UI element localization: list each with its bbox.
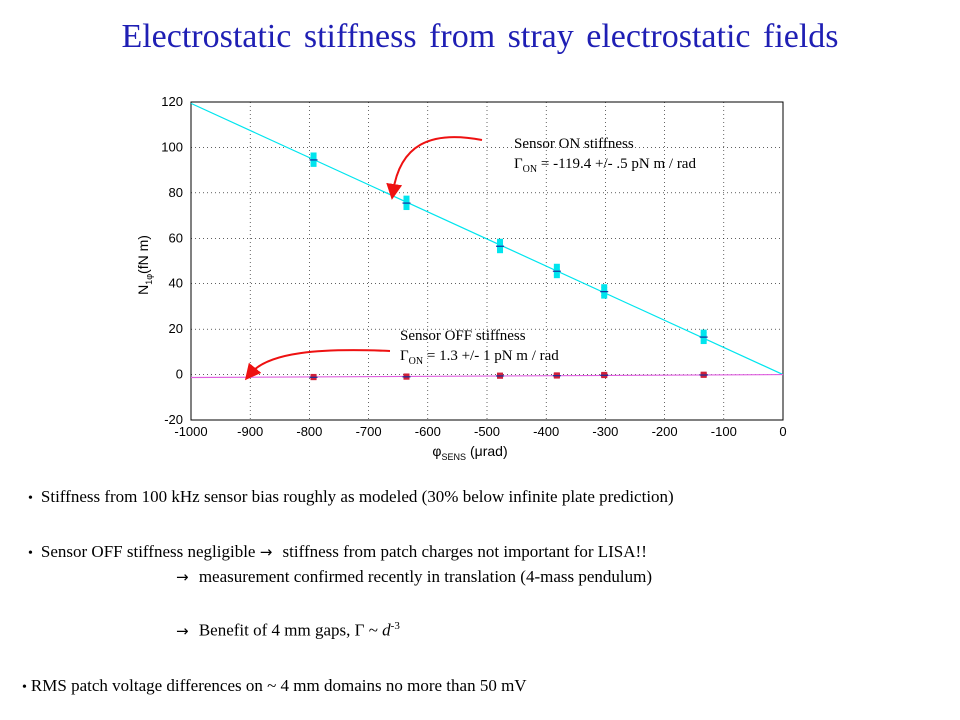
y-axis-label: N1φ(fN m) [135, 235, 154, 295]
sensor-off-annotation: Sensor OFF stiffness ΓON = 1.3 +/- 1 pN … [400, 326, 559, 372]
marker [601, 284, 608, 288]
marker [700, 337, 707, 342]
marker [700, 374, 707, 378]
fit-line [190, 102, 784, 376]
marker [601, 374, 608, 379]
x-tick-label: -500 [474, 424, 500, 439]
marker [700, 329, 707, 334]
x-axis-label: φSENS (μrad) [432, 443, 507, 462]
marker [553, 271, 560, 276]
xlabel-sub: SENS [441, 452, 466, 462]
marker [497, 238, 504, 243]
data-point [552, 263, 561, 279]
y-tick-label: 40 [169, 276, 183, 291]
data-point [309, 152, 318, 167]
data-points [309, 152, 708, 381]
y-tick-label: 120 [161, 94, 183, 109]
y-tick-label: 0 [176, 367, 183, 382]
ylabel-unit: (fN m) [135, 235, 151, 274]
data-point [496, 238, 505, 254]
bullet-2: • Sensor OFF stiffness negligible → stiff… [28, 542, 647, 561]
sensor-on-value: ΓON = -119.4 +/- .5 pN m / rad [514, 156, 696, 175]
bullet-3: • RMS patch voltage differences on ~ 4 mm… [22, 676, 527, 695]
data-point [496, 372, 505, 379]
grid [190, 101, 784, 421]
marker [403, 198, 410, 202]
stiffness-chart: -1000 -900 -800 -700 -600 -500 -400 -300 -200 -10… [135, 94, 787, 462]
x-tick-label: -200 [652, 424, 678, 439]
fit-line [190, 373, 784, 379]
marker [310, 160, 317, 165]
data-point [309, 373, 318, 381]
bullet-dot: • [22, 680, 27, 695]
y-tick-label: 80 [169, 185, 183, 200]
marker [310, 163, 317, 167]
x-tick-label: -400 [533, 424, 559, 439]
x-tick-label: -900 [237, 424, 263, 439]
marker [601, 286, 608, 291]
sensor-off-label: Sensor OFF stiffness [400, 328, 526, 344]
x-tick-label: -600 [415, 424, 441, 439]
x-tick-label: -700 [356, 424, 382, 439]
marker [310, 155, 317, 159]
y-tick-label: 100 [161, 139, 183, 154]
marker [553, 375, 560, 379]
marker [497, 249, 504, 254]
x-tick-label: -800 [296, 424, 322, 439]
xlabel-main: φ [432, 443, 441, 459]
data-point [699, 329, 708, 345]
right-arrow-icon: → [176, 568, 189, 586]
xlabel-unit: (μrad) [470, 443, 508, 459]
sensor-on-label: Sensor ON stiffness [514, 136, 634, 152]
data-point [402, 195, 411, 211]
marker [403, 203, 410, 208]
data-point [402, 373, 411, 380]
x-tick-label: -100 [711, 424, 737, 439]
bullet-1: • Stiffness from 100 kHz sensor bias roug… [28, 487, 674, 506]
marker [403, 195, 410, 200]
bullet-2-sub-2: → Benefit of 4 mm gaps, Γ ~ d-3 [176, 620, 400, 640]
sensor-on-annotation: Sensor ON stiffness ΓON = -119.4 +/- .5 … [514, 134, 696, 180]
sensor-off-value: ΓON = 1.3 +/- 1 pN m / rad [400, 348, 559, 367]
data-point [552, 372, 561, 379]
marker [601, 292, 608, 296]
y-tick-label: -20 [164, 412, 183, 427]
slide-title: Electrostatic stiffness from stray elect… [121, 18, 839, 55]
on-arrow [386, 136, 483, 200]
marker [601, 295, 608, 299]
marker [403, 206, 410, 211]
data-point [600, 371, 609, 379]
marker [553, 274, 560, 279]
marker [553, 263, 560, 268]
x-tick-label: 0 [779, 424, 786, 439]
marker [497, 241, 504, 246]
right-arrow-icon: → [259, 543, 273, 561]
bullet-dot: • [28, 491, 33, 506]
marker [310, 152, 317, 156]
y-tick-label: 60 [169, 230, 183, 245]
annotation-arrows [244, 136, 483, 381]
marker [700, 332, 707, 336]
marker [497, 246, 504, 251]
tick-labels: -1000 -900 -800 -700 -600 -500 -400 -300 -200 -10… [161, 94, 786, 439]
fit-lines [190, 102, 784, 379]
bullet-2-sub: → measurement confirmed recently in tran… [176, 567, 653, 586]
marker [310, 376, 317, 381]
marker [700, 340, 707, 345]
marker [403, 376, 410, 380]
y-tick-label: 20 [169, 321, 183, 336]
ylabel-main: N [135, 285, 151, 295]
off-arrow [244, 349, 391, 381]
data-point [600, 284, 609, 299]
x-tick-label: -300 [592, 424, 618, 439]
x-tick-label: -1000 [174, 424, 207, 439]
marker [553, 266, 560, 270]
marker [497, 375, 504, 379]
ylabel-sub: 1φ [144, 274, 154, 285]
bullet-dot: • [28, 546, 33, 561]
data-point [699, 371, 708, 378]
right-arrow-icon: → [176, 621, 189, 640]
